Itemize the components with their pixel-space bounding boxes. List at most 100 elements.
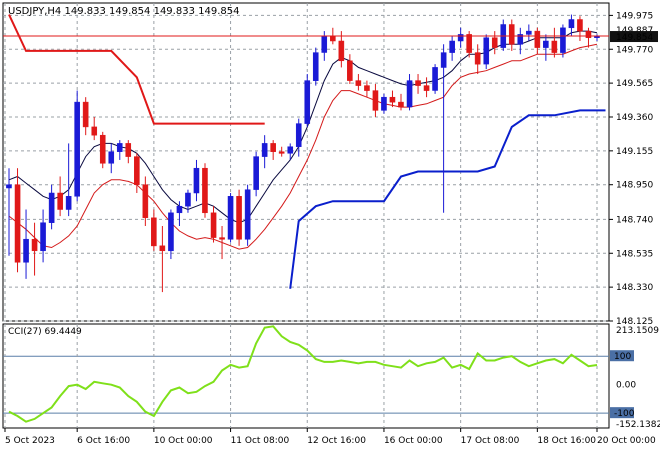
candle-body — [440, 52, 447, 68]
candle-body — [534, 30, 541, 48]
candle — [253, 151, 259, 197]
cci-series-line — [8, 325, 598, 423]
candle-body — [253, 156, 259, 190]
candle-body — [347, 60, 353, 81]
price-tick-label: 149.360 — [616, 113, 653, 123]
cci-line — [8, 325, 598, 423]
candle — [295, 118, 302, 157]
candle-body — [219, 237, 225, 240]
time-tick-label: 17 Oct 08:00 — [461, 436, 520, 446]
time-tick-label: 18 Oct 16:00 — [537, 436, 596, 446]
candle-body — [423, 85, 430, 91]
cci-pane-frame — [2, 323, 610, 429]
ma-red-line — [8, 43, 598, 250]
candle — [31, 222, 38, 276]
price-tick-label: 148.125 — [616, 317, 653, 327]
candle-body — [116, 143, 123, 152]
candle-body — [543, 40, 549, 48]
candle-body — [568, 19, 575, 29]
sar-lines — [8, 14, 606, 289]
time-tick-label: 6 Oct 16:00 — [77, 436, 130, 446]
candle — [389, 90, 396, 108]
candle — [483, 34, 490, 70]
candle-body — [134, 156, 140, 185]
candle-body — [278, 151, 285, 154]
cci-label: CCI(27) 69.4449 — [8, 327, 82, 337]
candle-body — [40, 222, 46, 252]
time-tick-label: 20 Oct 00:00 — [597, 436, 656, 446]
candle — [48, 184, 55, 230]
candle-body — [526, 30, 532, 35]
price-badge — [610, 31, 658, 43]
candle-body — [210, 212, 217, 238]
cci-tick-label: 0.00 — [616, 381, 636, 391]
candle — [116, 140, 123, 160]
candle-body — [577, 19, 583, 32]
price-tick-label: 149.770 — [616, 45, 653, 55]
price-badge-text: 149.854 — [616, 33, 653, 43]
price-tick-label: 148.740 — [616, 215, 653, 225]
candle-body — [227, 196, 234, 240]
candle — [159, 226, 166, 293]
candle-body — [31, 238, 38, 252]
candle-body — [99, 134, 106, 164]
candle — [14, 168, 21, 273]
candle — [543, 34, 549, 61]
candle-body — [82, 101, 89, 128]
candle — [551, 27, 558, 58]
candle — [466, 31, 472, 58]
candle — [40, 209, 46, 263]
candle-body — [295, 123, 302, 147]
cci-tick-label: -100 — [614, 409, 635, 419]
candle-body — [236, 196, 242, 240]
candle-body — [432, 67, 438, 91]
cci-level-badge — [610, 407, 634, 419]
candle-body — [151, 217, 157, 247]
candle-body — [312, 52, 319, 81]
candle-body — [457, 34, 464, 42]
candle — [381, 93, 387, 114]
candle-body — [389, 96, 396, 103]
candle — [585, 27, 592, 48]
candle-body — [449, 40, 455, 53]
candle-body — [185, 192, 191, 207]
candle-body — [23, 238, 29, 263]
candle — [193, 159, 200, 202]
price-pane: USDJPY,H4 149.833 149.854 149.833 149.85… — [2, 2, 610, 322]
candle — [449, 36, 455, 61]
candle — [491, 31, 498, 55]
candle — [236, 189, 242, 246]
candle — [304, 74, 311, 127]
candle — [440, 44, 447, 213]
candle — [65, 143, 72, 217]
candle — [74, 90, 80, 202]
time-axis: 5 Oct 2023 6 Oct 16:00 10 Oct 00:00 11 Oct … — [4, 428, 656, 446]
candle-body — [202, 167, 208, 214]
candle — [398, 93, 404, 111]
candle — [270, 140, 276, 160]
candle — [406, 74, 413, 111]
candle — [23, 209, 29, 279]
candle — [415, 74, 421, 94]
candle-body — [261, 143, 268, 157]
cci-tick-label: 100 — [614, 352, 631, 362]
candle-body — [372, 90, 379, 111]
candles — [6, 14, 600, 293]
candle-body — [398, 101, 404, 108]
candle-body — [193, 167, 200, 194]
candle — [219, 226, 225, 260]
candle-body — [287, 146, 294, 154]
candle — [526, 24, 532, 41]
candle-body — [321, 35, 328, 53]
price-badge-ghost — [610, 25, 658, 35]
time-tick-label: 10 Oct 00:00 — [154, 436, 213, 446]
candle — [125, 140, 132, 164]
candle — [261, 135, 268, 169]
candle — [134, 153, 140, 193]
candle — [151, 209, 157, 251]
cci-axis: 213.1509 100 0.00 -100-152.1382 — [610, 326, 660, 430]
candle-body — [415, 80, 421, 86]
candle-body — [585, 30, 592, 38]
time-tick-label: 5 Oct 2023 — [5, 436, 55, 446]
candle-body — [508, 24, 515, 45]
